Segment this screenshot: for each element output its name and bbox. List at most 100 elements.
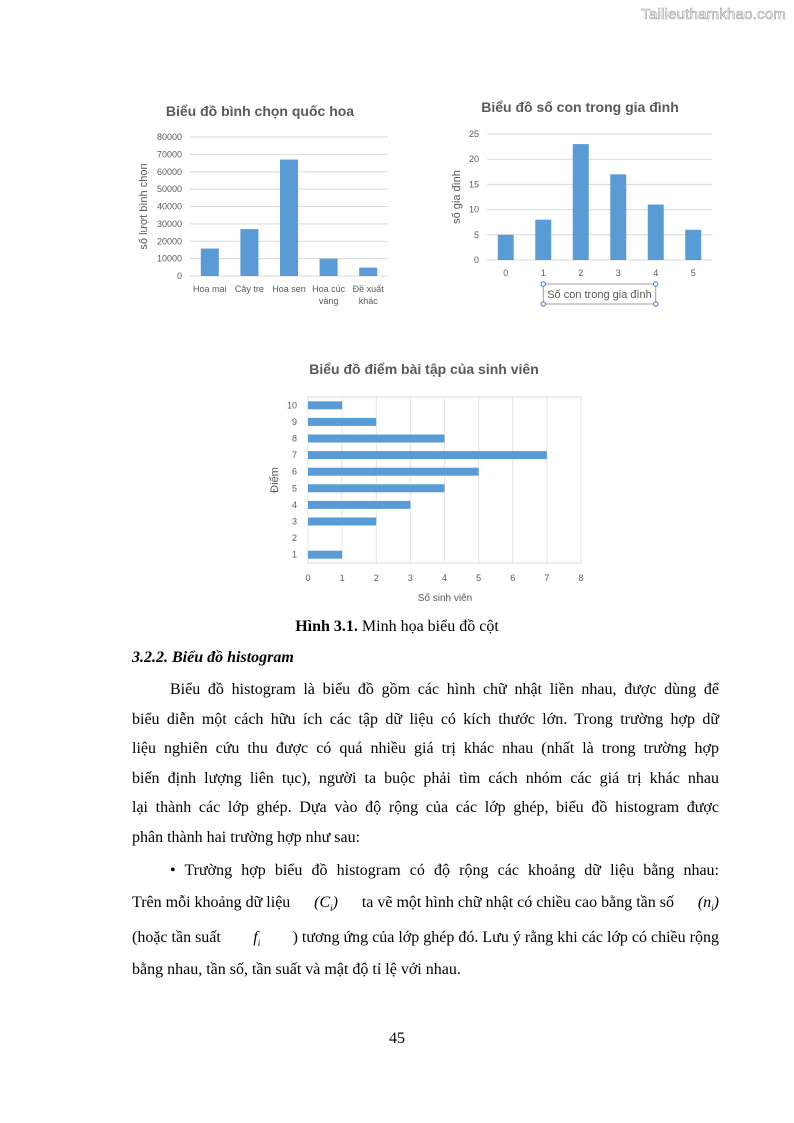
y-axis-title: Điểm (269, 467, 281, 493)
x-tick-label: Đề xuất (353, 284, 385, 294)
chart-quoc-hoa: Biểu đồ bình chọn quốc hoa01000020000300… (138, 99, 712, 604)
y-axis-title: số lượt bình chọn (138, 163, 150, 249)
selection-handle (540, 301, 546, 307)
x-tick-label: 5 (691, 268, 696, 278)
x-tick-label: 2 (578, 268, 583, 278)
para1-line: biểu diễn một cách hữu ích các tập dữ li… (132, 711, 719, 728)
figure-caption: Hình 3.1. Minh họa biểu đồ cột (0, 618, 794, 636)
para1-line: liệu nghiên cứu thu được có quá nhiều gi… (132, 740, 719, 757)
x-tick-label: 5 (476, 573, 481, 583)
y-tick-label: 20000 (157, 236, 182, 246)
y-tick-label: 5 (292, 483, 297, 493)
bar (308, 451, 547, 460)
para1-line: lại thành các lớp ghép. Dựa vào độ rộng … (132, 799, 719, 816)
bar (572, 144, 589, 260)
bar (685, 229, 702, 260)
math-fi: fi (253, 929, 261, 949)
bar (647, 204, 664, 260)
y-tick-label: 10 (469, 205, 479, 215)
page-number: 45 (389, 1030, 405, 1047)
bar (308, 517, 377, 526)
x-axis-title: Số sinh viên (418, 592, 472, 604)
y-tick-label: 70000 (157, 149, 182, 159)
y-tick-label: 0 (177, 271, 182, 281)
para2-line: Trên mỗi khoảng dữ liệu (Ci) ta vẽ một h… (132, 893, 719, 918)
x-tick-label: 8 (578, 573, 583, 583)
x-tick-label: 6 (510, 573, 515, 583)
x-tick-label: khác (359, 296, 379, 306)
y-axis-title: số gia đình (451, 170, 463, 224)
bar (280, 159, 298, 276)
y-tick-label: 9 (292, 417, 297, 427)
para2-line: bằng nhau, tần số, tần suất và mật độ tỉ… (132, 961, 461, 978)
y-tick-label: 6 (292, 467, 297, 477)
para1-line: Biểu đồ histogram là biểu đồ gồm các hìn… (170, 681, 719, 698)
y-tick-label: 2 (292, 533, 297, 543)
y-tick-label: 10000 (157, 254, 182, 264)
section-heading: 3.2.2. Biểu đồ histogram (132, 649, 294, 666)
x-tick-label: Hoa sen (272, 284, 306, 294)
bar (308, 417, 377, 426)
y-tick-label: 3 (292, 517, 297, 527)
text-segment: (hoặc tần suất (132, 929, 221, 946)
text-segment: ta vẽ một hình chữ nhật có chiều cao bằn… (361, 894, 674, 911)
math-ni: (ni) (697, 894, 719, 914)
x-tick-label: 2 (374, 573, 379, 583)
y-tick-label: 60000 (157, 167, 182, 177)
bar (535, 219, 552, 260)
text-segment: Trên mỗi khoảng dữ liệu (132, 894, 291, 911)
y-tick-label: 8 (292, 434, 297, 444)
x-tick-label: 1 (340, 573, 345, 583)
y-tick-label: 5 (474, 230, 479, 240)
x-tick-label: 7 (544, 573, 549, 583)
caption-text: Minh họa biểu đồ cột (357, 618, 499, 635)
para1-line: phân thành hai trường hợp như sau: (132, 829, 361, 846)
x-tick-label: Cây tre (235, 284, 264, 294)
bar (359, 267, 378, 276)
axis-title-selection-box (542, 283, 657, 305)
para2-line: (hoặc tần suất fi ) tương ứng của lớp gh… (132, 928, 719, 953)
x-tick-label: Hoa cúc (312, 284, 346, 294)
math-ci: (Ci) (314, 894, 338, 914)
y-tick-label: 40000 (157, 202, 182, 212)
bar (240, 229, 259, 276)
chart-title: Biểu đồ điểm bài tập của sinh viên (309, 361, 539, 377)
x-tick-label: 0 (503, 268, 508, 278)
y-tick-label: 80000 (157, 132, 182, 142)
x-axis-title: Số con trong gia đình (547, 289, 652, 301)
bar (200, 248, 219, 276)
y-tick-label: 30000 (157, 219, 182, 229)
bar (610, 174, 627, 260)
y-tick-label: 4 (292, 500, 297, 510)
bar (319, 258, 338, 276)
y-tick-label: 1 (292, 550, 297, 560)
bar (308, 467, 479, 476)
x-tick-label: 4 (653, 268, 658, 278)
selection-handle (540, 281, 546, 287)
watermark: Tailieuthamkhao.com (641, 6, 786, 24)
caption-label: Hình 3.1. (295, 618, 358, 635)
bar (308, 434, 445, 443)
selection-handle (653, 281, 659, 287)
y-tick-label: 25 (469, 129, 479, 139)
x-tick-label: 4 (442, 573, 447, 583)
y-tick-label: 50000 (157, 184, 182, 194)
bar (497, 234, 514, 260)
selection-handle (653, 301, 659, 307)
chart-title: Biểu đồ số con trong gia đình (481, 99, 679, 115)
x-tick-label: 3 (408, 573, 413, 583)
y-tick-label: 15 (469, 179, 479, 189)
x-tick-label: vàng (319, 296, 339, 306)
bar (308, 500, 411, 509)
y-tick-label: 7 (292, 450, 297, 460)
bar (308, 550, 343, 559)
y-tick-label: 10 (287, 400, 297, 410)
x-tick-label: 3 (616, 268, 621, 278)
bar (308, 484, 445, 493)
bar (308, 401, 343, 410)
x-tick-label: 0 (305, 573, 310, 583)
para1-line: biến định lượng liên tục), người ta buộc… (132, 770, 719, 787)
y-tick-label: 20 (469, 154, 479, 164)
x-tick-label: 1 (541, 268, 546, 278)
